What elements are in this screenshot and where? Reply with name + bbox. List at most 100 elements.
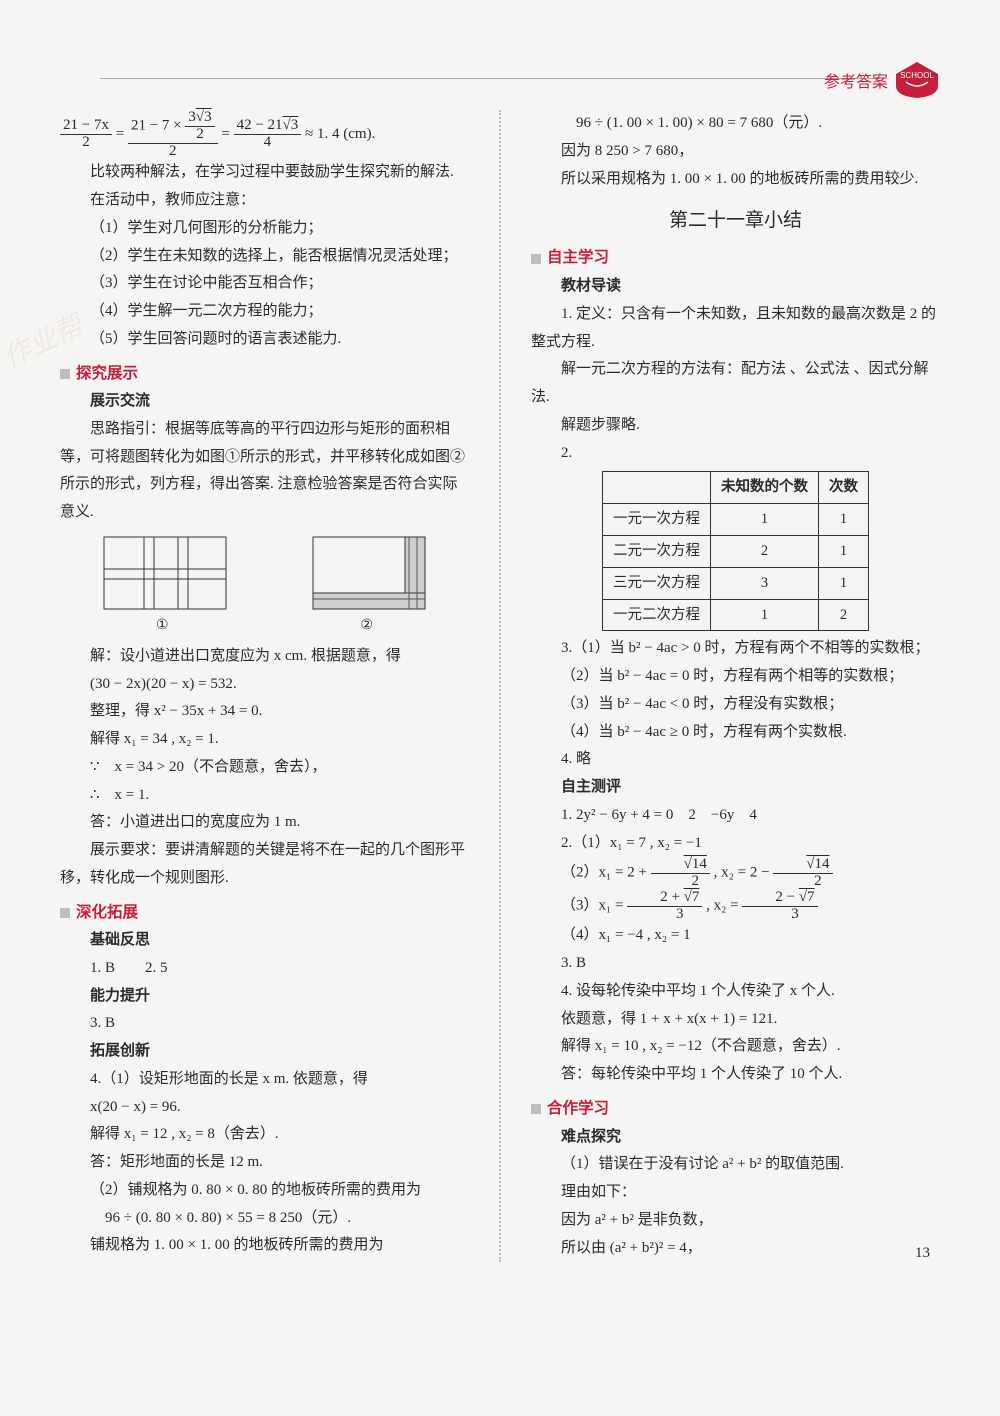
li-2: （2）学生在未知数的选择上，能否根据情况灵活处理； — [60, 243, 469, 271]
ability-up: 能力提升 — [60, 983, 469, 1011]
t2-2: （2）x₁ = 2 + √142 , x₂ = 2 − √142 — [531, 857, 940, 890]
li-3: （3）学生在讨论中能否互相合作； — [60, 270, 469, 298]
h2: 理由如下： — [531, 1179, 940, 1207]
expand-new: 拓展创新 — [60, 1038, 469, 1066]
t2-2a: （2）x₁ = 2 + — [561, 865, 651, 881]
figure-labels: ① ② — [60, 613, 469, 639]
q4g: 铺规格为 1. 00 × 1. 00 的地板砖所需的费用为 — [60, 1232, 469, 1260]
q3: 3. B — [60, 1010, 469, 1038]
figures-row — [60, 533, 469, 613]
fig2-label: ② — [360, 613, 373, 639]
t2-2b: , x₂ = 2 − — [714, 865, 774, 881]
table-cell: 2 — [711, 535, 819, 567]
section-deep: 深化拓展 — [60, 899, 469, 928]
base-reflect: 基础反思 — [60, 927, 469, 955]
figure-2-icon — [309, 533, 429, 613]
li-5: （5）学生回答问题时的语言表述能力. — [60, 326, 469, 354]
section-self-label: 自主学习 — [547, 244, 609, 273]
table-header: 未知数的个数 — [711, 472, 819, 504]
para-compare: 比较两种解法，在学习过程中要鼓励学生探究新的解法. — [60, 159, 469, 187]
d1: 1. 定义：只含有一个未知数，且未知数的最高次数是 2 的整式方程. — [531, 301, 940, 357]
q3-1: 3.（1）当 b² − 4ac > 0 时，方程有两个不相等的实数根； — [531, 635, 940, 663]
table-row: 二元一次方程 2 1 — [603, 535, 869, 567]
q4f: 96 ÷ (0. 80 × 0. 80) × 55 = 8 250（元）. — [60, 1205, 469, 1233]
d3: 解题步骤略. — [531, 412, 940, 440]
table-cell: 一元一次方程 — [603, 504, 711, 536]
section-self: 自主学习 — [531, 244, 940, 273]
table-row: 一元一次方程 1 1 — [603, 504, 869, 536]
h3: 因为 a² + b² 是非负数， — [531, 1207, 940, 1235]
d4: 2. — [531, 440, 940, 468]
eq4: ∵ x = 34 > 20（不合题意，舍去）， — [60, 754, 469, 782]
q3-4: （4）当 b² − 4ac ≥ 0 时，方程有两个实数根. — [531, 719, 940, 747]
section-explore: 探究展示 — [60, 360, 469, 389]
hard: 难点探究 — [531, 1124, 940, 1152]
q1: 1. B 2. 5 — [60, 955, 469, 983]
show-exchange: 展示交流 — [60, 388, 469, 416]
q4d: 答：矩形地面的长是 12 m. — [60, 1149, 469, 1177]
table-cell: 1 — [711, 504, 819, 536]
li-4: （4）学生解一元二次方程的能力； — [60, 298, 469, 326]
t4b: 依题意，得 1 + x + x(x + 1) = 121. — [531, 1006, 940, 1034]
square-bullet-icon — [531, 254, 541, 264]
t4a: 4. 设每轮传染中平均 1 个人传染了 x 个人. — [531, 978, 940, 1006]
t2-3a: （3）x₁ = — [561, 898, 627, 914]
q4: 4. 略 — [531, 746, 940, 774]
table-row: 一元二次方程 1 2 — [603, 599, 869, 631]
table-header — [603, 472, 711, 504]
table-cell: 2 — [819, 599, 869, 631]
q4e: （2）铺规格为 0. 80 × 0. 80 的地板砖所需的费用为 — [60, 1177, 469, 1205]
section-explore-label: 探究展示 — [76, 360, 138, 389]
square-bullet-icon — [60, 369, 70, 379]
q3-3: （3）当 b² − 4ac < 0 时，方程没有实数根； — [531, 691, 940, 719]
t4d: 答：每轮传染中平均 1 个人传染了 10 个人. — [531, 1061, 940, 1089]
r1: 96 ÷ (1. 00 × 1. 00) × 80 = 7 680（元）. — [531, 110, 940, 138]
fig1-label: ① — [156, 613, 169, 639]
t1: 1. 2y² − 6y + 4 = 0 2 −6y 4 — [531, 802, 940, 830]
page-header: 参考答案 SCHOOL — [824, 60, 940, 100]
school-badge-icon: SCHOOL — [894, 60, 940, 100]
table-cell: 1 — [819, 535, 869, 567]
figure-1-icon — [100, 533, 230, 613]
left-column: 21 − 7x2 = 21 − 7 × 3√32 2 = 42 − 21√34 … — [60, 110, 469, 1262]
r2: 因为 8 250 > 7 680， — [531, 138, 940, 166]
q4c: 解得 x₁ = 12 , x₂ = 8（舍去）. — [60, 1121, 469, 1149]
solution-intro: 解：设小道进出口宽度应为 x cm. 根据题意，得 — [60, 643, 469, 671]
table-cell: 二元一次方程 — [603, 535, 711, 567]
eq5: ∴ x = 1. — [60, 782, 469, 810]
table-header: 次数 — [819, 472, 869, 504]
d2: 解一元二次方程的方法有：配方法 、公式法 、因式分解法. — [531, 356, 940, 412]
table-cell: 三元一次方程 — [603, 567, 711, 599]
section-coop-label: 合作学习 — [547, 1095, 609, 1124]
page-number: 13 — [915, 1245, 930, 1262]
section-coop: 合作学习 — [531, 1095, 940, 1124]
eq1: (30 − 2x)(20 − x) = 532. — [60, 671, 469, 699]
para-attention: 在活动中，教师应注意： — [60, 187, 469, 215]
table-cell: 1 — [819, 567, 869, 599]
h1: （1）错误在于没有讨论 a² + b² 的取值范围. — [531, 1151, 940, 1179]
eq2: 整理，得 x² − 35x + 34 = 0. — [60, 698, 469, 726]
t3: 3. B — [531, 950, 940, 978]
h4: 所以由 (a² + b²)² = 4， — [531, 1235, 940, 1263]
table-cell: 1 — [819, 504, 869, 536]
column-divider — [499, 110, 501, 1262]
answer-1: 答：小道进出口的宽度应为 1 m. — [60, 809, 469, 837]
ref-label: 参考答案 — [824, 68, 888, 92]
q4a: 4.（1）设矩形地面的长是 x m. 依题意，得 — [60, 1066, 469, 1094]
table-cell: 1 — [711, 599, 819, 631]
r3: 所以采用规格为 1. 00 × 1. 00 的地板砖所需的费用较少. — [531, 166, 940, 194]
guide: 教材导读 — [531, 273, 940, 301]
selftest: 自主测评 — [531, 774, 940, 802]
square-bullet-icon — [60, 908, 70, 918]
table-row: 未知数的个数 次数 — [603, 472, 869, 504]
badge-text: SCHOOL — [900, 71, 934, 80]
table-cell: 一元二次方程 — [603, 599, 711, 631]
table-row: 三元一次方程 3 1 — [603, 567, 869, 599]
q4b: x(20 − x) = 96. — [60, 1094, 469, 1122]
eq3: 解得 x₁ = 34 , x₂ = 1. — [60, 726, 469, 754]
li-1: （1）学生对几何图形的分析能力； — [60, 215, 469, 243]
t2-3: （3）x₁ = 2 + √73 , x₂ = 2 − √73 — [531, 890, 940, 923]
right-column: 96 ÷ (1. 00 × 1. 00) × 80 = 7 680（元）. 因为… — [531, 110, 940, 1262]
header-rule — [100, 78, 880, 79]
equation-types-table: 未知数的个数 次数 一元一次方程 1 1 二元一次方程 2 1 三元一次方程 3… — [602, 471, 869, 631]
